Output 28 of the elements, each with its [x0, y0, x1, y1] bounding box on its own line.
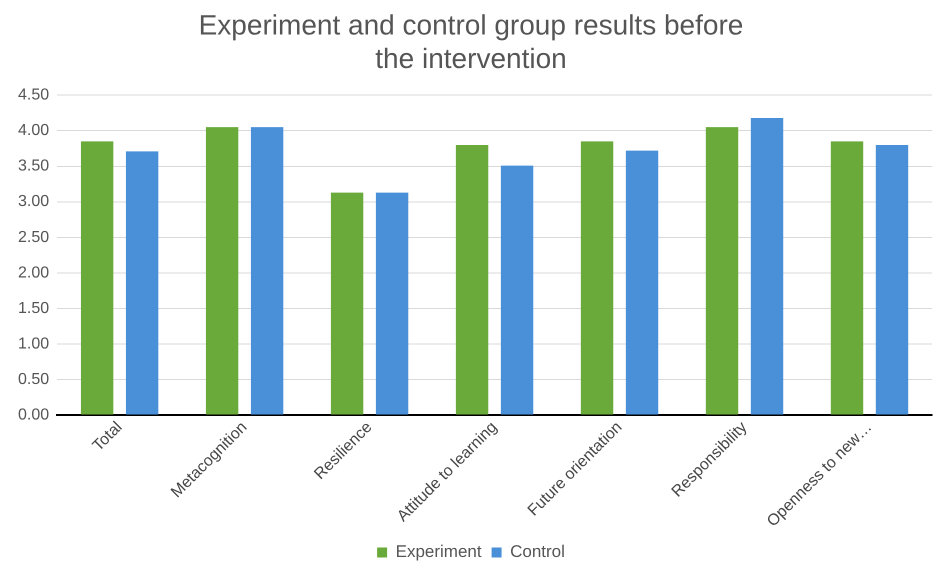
bar [80, 141, 114, 415]
y-tick-label: 1.00 [18, 335, 50, 352]
legend-label: Experiment [396, 542, 482, 562]
bar [580, 141, 614, 415]
text: the intervention [375, 43, 567, 74]
bar [500, 166, 534, 415]
bar [876, 144, 908, 415]
bar [376, 192, 408, 415]
text: Experiment and control group results before [198, 10, 744, 41]
bar [206, 127, 238, 415]
y-tick-label: 0.50 [18, 370, 50, 388]
bar [126, 151, 158, 415]
y-tick-label: 3.50 [18, 158, 50, 175]
bar [330, 192, 364, 415]
y-tick-label: 4.00 [18, 122, 50, 140]
y-tick-label: 1.50 [18, 300, 50, 317]
bar [456, 144, 488, 415]
bar [706, 127, 738, 415]
y-tick-label: 3.00 [18, 193, 50, 210]
bar [626, 150, 658, 415]
y-tick-label: 2.50 [18, 228, 50, 246]
y-tick-label: 4.50 [18, 86, 50, 104]
legend-label: Control [510, 542, 565, 562]
bar [830, 141, 864, 415]
y-tick-label: 0.00 [18, 406, 50, 424]
y-tick-label: 2.00 [18, 264, 50, 282]
bar [750, 118, 784, 415]
bar [250, 127, 284, 415]
